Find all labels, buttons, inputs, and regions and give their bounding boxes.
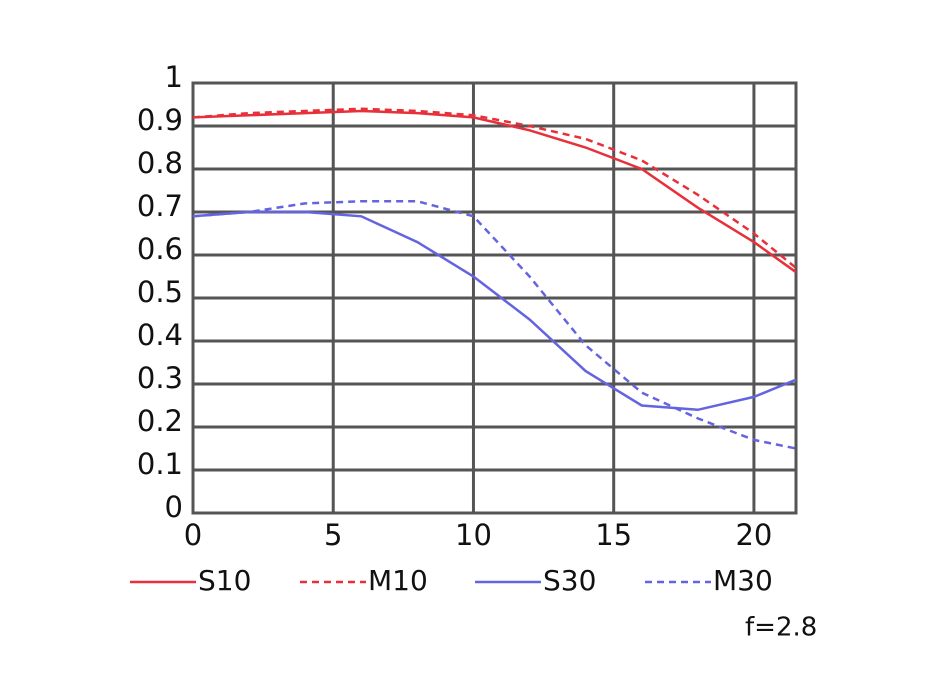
y-tick-label: 0.2 <box>137 404 183 438</box>
series-line <box>192 200 797 450</box>
x-tick-label: 0 <box>184 518 202 552</box>
y-tick-label: 0.8 <box>137 146 183 180</box>
annotation: f=2.8 <box>745 613 817 643</box>
x-tick-label: 10 <box>455 518 492 552</box>
y-tick-label: 0 <box>165 490 183 524</box>
legend-label: S10 <box>198 564 251 597</box>
series-line <box>192 210 797 412</box>
y-tick-label: 0.5 <box>137 275 183 309</box>
y-tick-label: 0.1 <box>137 447 183 481</box>
y-tick-label: 0.7 <box>137 189 183 223</box>
x-tick-label: 15 <box>595 518 632 552</box>
series-line <box>192 109 797 274</box>
y-tick-label: 0.4 <box>137 318 183 352</box>
y-tick-label: 0.9 <box>137 103 183 137</box>
legend-label: M30 <box>713 564 773 597</box>
y-tick-label: 0.3 <box>137 361 183 395</box>
x-tick-label: 20 <box>735 518 772 552</box>
series-line <box>192 107 797 269</box>
y-tick-label: 0.6 <box>137 232 183 266</box>
legend-label: M10 <box>368 564 428 597</box>
legend-label: S30 <box>543 564 596 597</box>
y-tick-label: 1 <box>165 60 183 94</box>
x-tick-label: 5 <box>324 518 342 552</box>
